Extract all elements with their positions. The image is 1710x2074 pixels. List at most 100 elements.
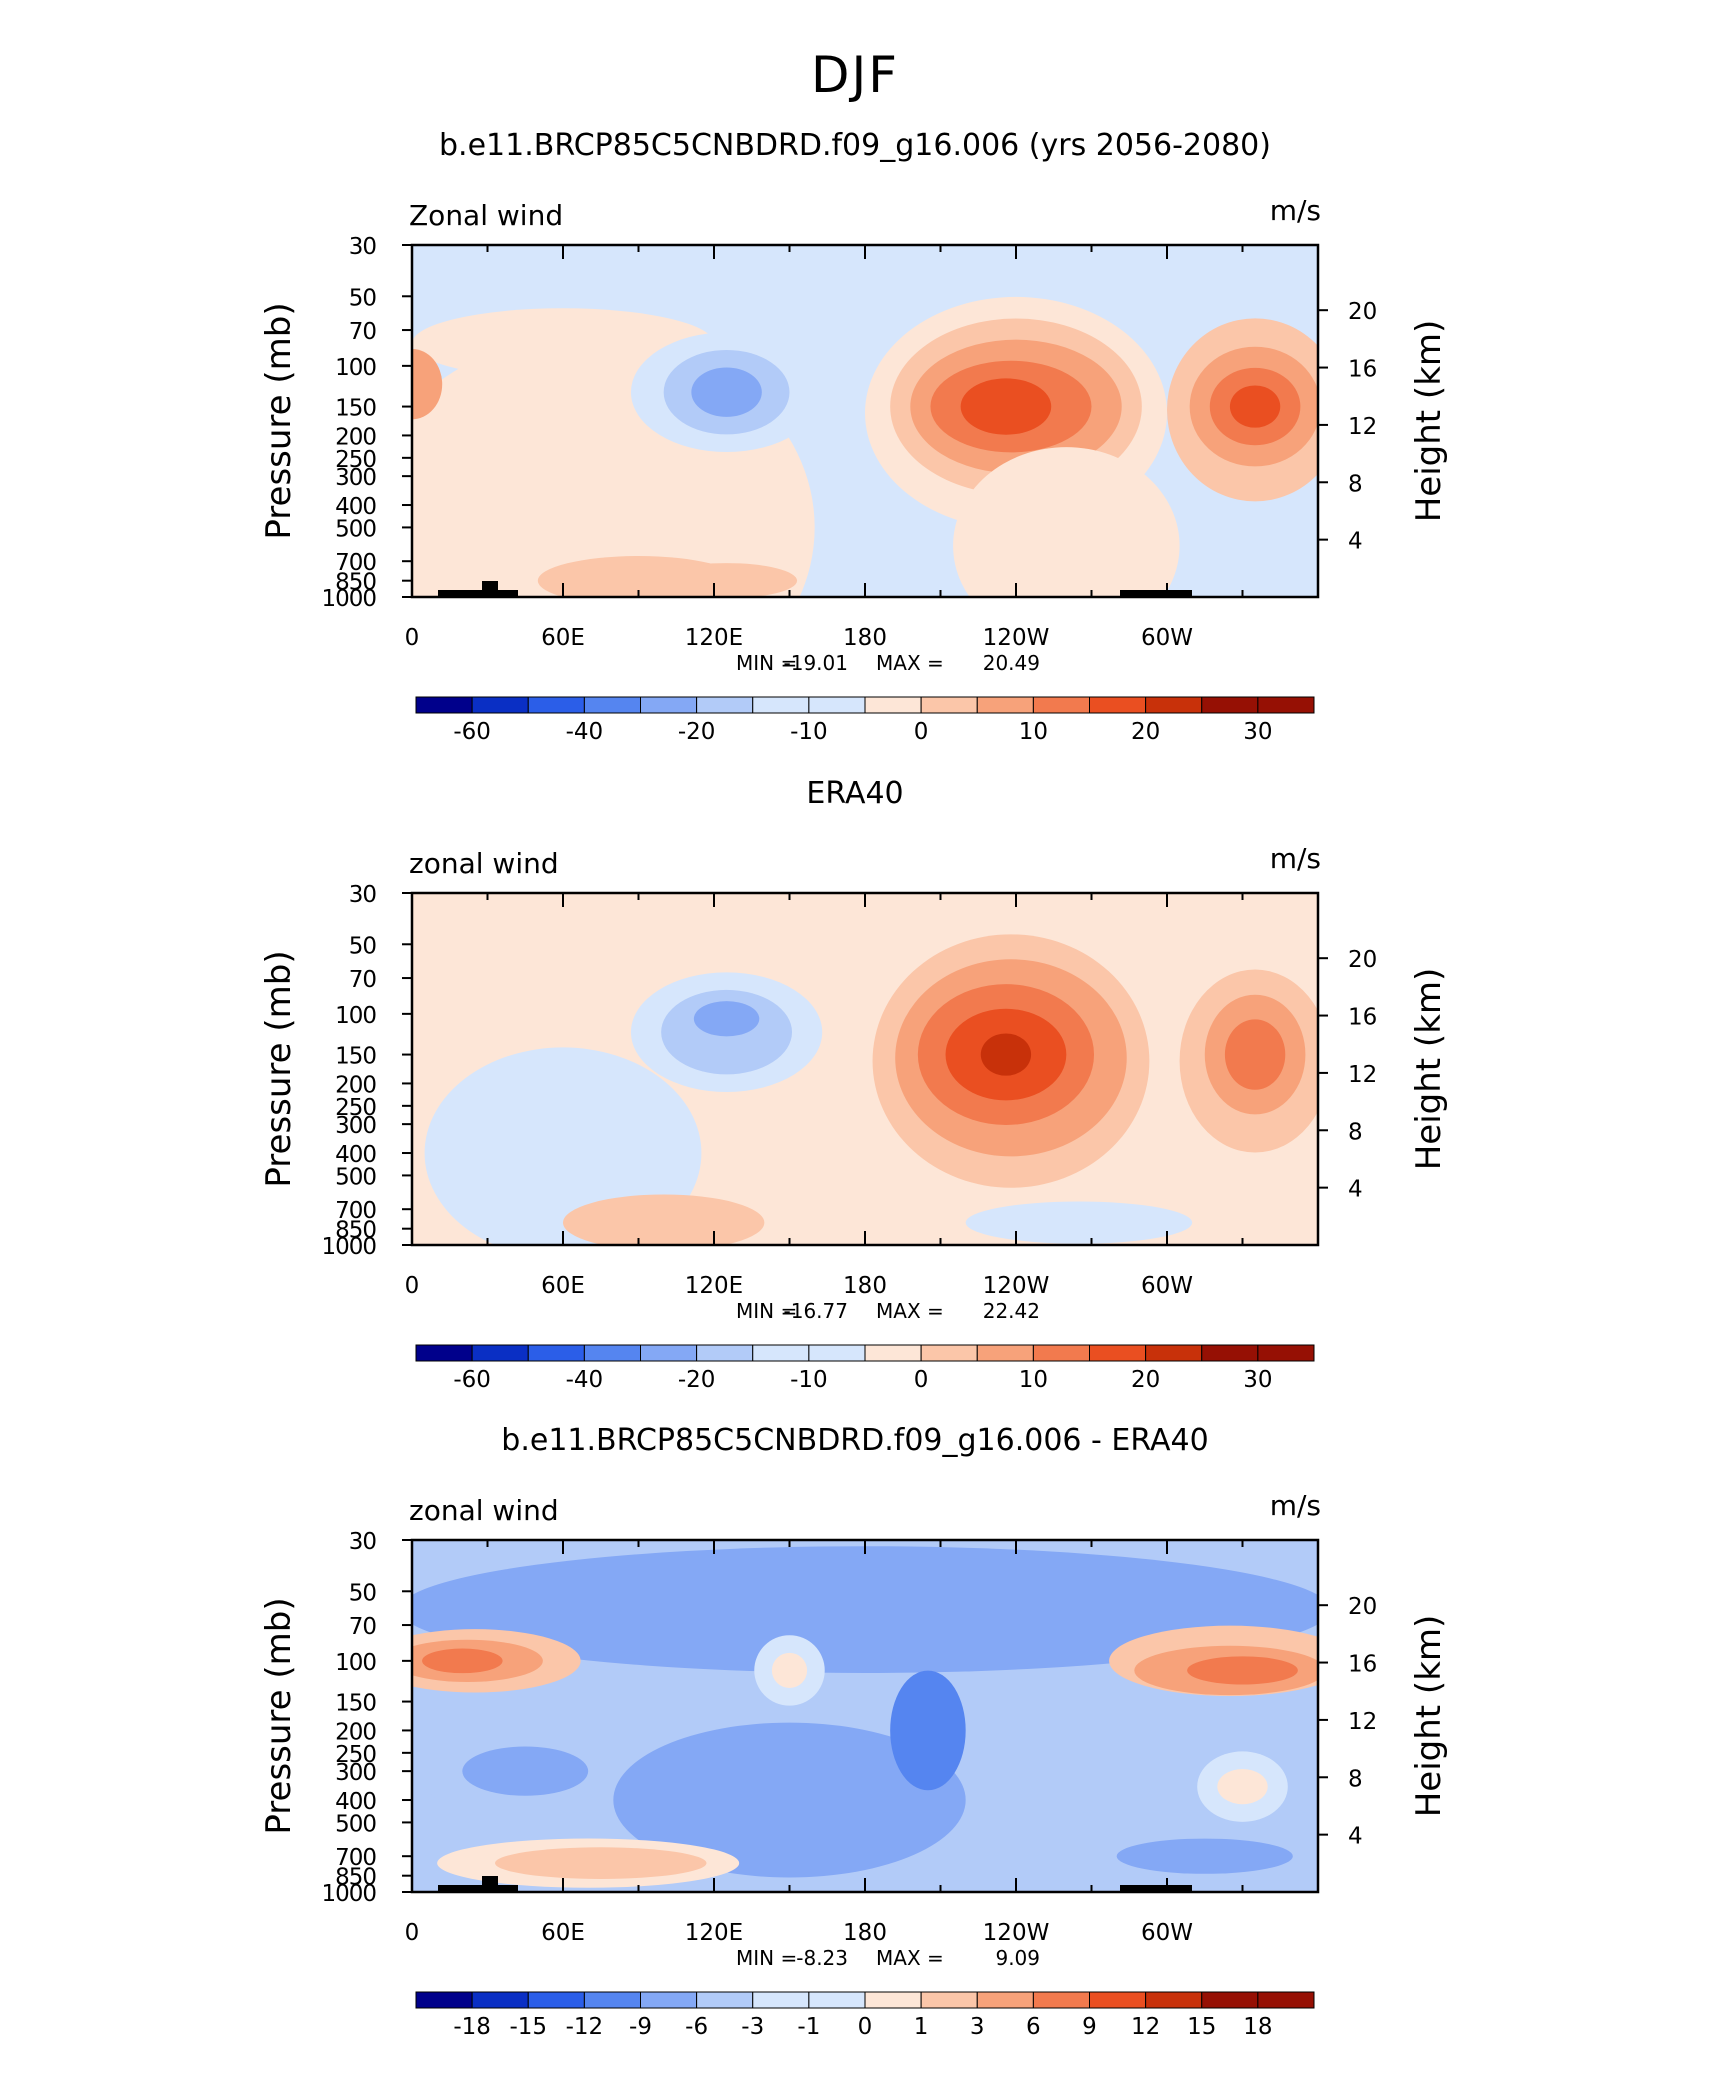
colorbar-box [527, 696, 585, 714]
colorbar-label: 18 [1243, 2014, 1272, 2040]
field-label-1: Zonal wind [409, 199, 563, 232]
contour-region [1187, 1656, 1298, 1685]
units-label-2: m/s [1270, 842, 1321, 875]
stats-max-value: 22.42 [983, 1299, 1040, 1323]
y2-tick-label: 12 [1348, 1709, 1377, 1735]
y2-tick-label: 4 [1348, 1824, 1363, 1850]
x-tick-label: 60W [1141, 1920, 1193, 1946]
y-tick-label: 400 [335, 1142, 376, 1168]
y-tick-label: 200 [335, 1719, 376, 1745]
colorbar-box [1257, 1344, 1315, 1362]
y-axis-title: Pressure (mb) [259, 950, 299, 1187]
y2-tick-label: 12 [1348, 414, 1377, 440]
y-tick-label: 30 [349, 882, 377, 908]
colorbar-box [1201, 1991, 1259, 2009]
contour-region [656, 563, 798, 597]
topography-andes [1120, 1885, 1192, 1892]
stats-min-label: MIN = [736, 651, 797, 675]
colorbar-box [920, 1991, 978, 2009]
colorbar-label: -18 [453, 2014, 491, 2040]
contour-region [1116, 1838, 1293, 1874]
y-tick-label: 150 [335, 396, 376, 422]
y-tick-label: 100 [335, 355, 376, 381]
colorbar-box [976, 1344, 1034, 1362]
y-tick-label: 850 [335, 1865, 376, 1891]
y2-axis-title: Height (km) [1409, 1615, 1449, 1818]
colorbar-box [640, 1344, 698, 1362]
colorbar-label: -10 [790, 719, 828, 745]
page-title: DJF [810, 46, 899, 104]
y-tick-label: 300 [335, 465, 376, 491]
y2-tick-label: 20 [1348, 1594, 1377, 1620]
colorbar-label: -40 [566, 1367, 604, 1393]
y-tick-label: 70 [349, 967, 377, 993]
panel-3: b.e11.BRCP85C5CNBDRD.f09_g16.006 - ERA40… [259, 1423, 1449, 2040]
y2-tick-label: 8 [1348, 1766, 1363, 1792]
y-tick-label: 150 [335, 1044, 376, 1070]
contour-region [462, 1746, 589, 1796]
y-tick-label: 300 [335, 1760, 376, 1786]
colorbar-label: 15 [1187, 2014, 1216, 2040]
colorbar-box [415, 1991, 473, 2009]
colorbar-box [976, 1991, 1034, 2009]
colorbar-box [415, 1344, 473, 1362]
contour-region [412, 1546, 1318, 1673]
y-tick-label: 30 [349, 1529, 377, 1555]
colorbar-label: 0 [914, 1367, 929, 1393]
x-tick-label: 0 [405, 1273, 420, 1299]
y-tick-label: 400 [335, 494, 376, 520]
stats-min-label: MIN = [736, 1946, 797, 1970]
y-tick-label: 150 [335, 1691, 376, 1717]
y-tick-label: 30 [349, 234, 377, 260]
colorbar-box [1032, 696, 1090, 714]
colorbar-box [808, 1991, 866, 2009]
contour-fills-3 [412, 1546, 1318, 1892]
stats-max-label: MAX = [876, 651, 944, 675]
colorbar-label: 10 [1019, 719, 1048, 745]
topography-peak [482, 581, 498, 597]
contour-region [1217, 1769, 1268, 1805]
colorbar-label: 9 [1082, 2014, 1097, 2040]
y-tick-label: 200 [335, 1072, 376, 1098]
stats-min-label: MIN = [736, 1299, 797, 1323]
y-tick-label: 250 [335, 1742, 376, 1768]
x-tick-label: 60W [1141, 1273, 1193, 1299]
y2-tick-label: 16 [1348, 1652, 1377, 1678]
colorbar-box [696, 1344, 754, 1362]
colorbar-label: 10 [1019, 1367, 1048, 1393]
contour-region [563, 1194, 765, 1245]
y2-axis-title: Height (km) [1409, 320, 1449, 523]
y-tick-label: 850 [335, 1218, 376, 1244]
contour-region [1229, 385, 1281, 428]
colorbar-label: 20 [1131, 1367, 1160, 1393]
units-label-3: m/s [1270, 1489, 1321, 1522]
x-tick-label: 0 [405, 1920, 420, 1946]
colorbar-box [1145, 696, 1203, 714]
y-tick-label: 200 [335, 424, 376, 450]
stats-max-label: MAX = [876, 1946, 944, 1970]
colorbar-box [527, 1344, 585, 1362]
field-label-2: zonal wind [409, 847, 559, 880]
colorbar-box [583, 1991, 641, 2009]
y2-tick-label: 8 [1348, 1119, 1363, 1145]
y-tick-label: 1000 [321, 1234, 376, 1260]
colorbar-label: -9 [629, 2014, 652, 2040]
contour-region [890, 1670, 966, 1791]
y-tick-label: 50 [349, 933, 377, 959]
colorbar-box [1032, 1991, 1090, 2009]
stats-max-label: MAX = [876, 1299, 944, 1323]
x-tick-label: 60E [541, 1273, 585, 1299]
colorbar-label: 3 [970, 2014, 985, 2040]
colorbar-box [415, 696, 473, 714]
contour-fills-2 [424, 934, 1318, 1245]
contour-region [693, 1001, 760, 1037]
contour-region [965, 1201, 1193, 1244]
colorbar-label: 0 [858, 2014, 873, 2040]
stats-min-value: -16.77 [784, 1299, 848, 1323]
y-tick-label: 250 [335, 1095, 376, 1121]
colorbar-box [640, 1991, 698, 2009]
contour-region [691, 367, 762, 417]
y-tick-label: 70 [349, 1614, 377, 1640]
topography-africa [438, 1885, 518, 1892]
